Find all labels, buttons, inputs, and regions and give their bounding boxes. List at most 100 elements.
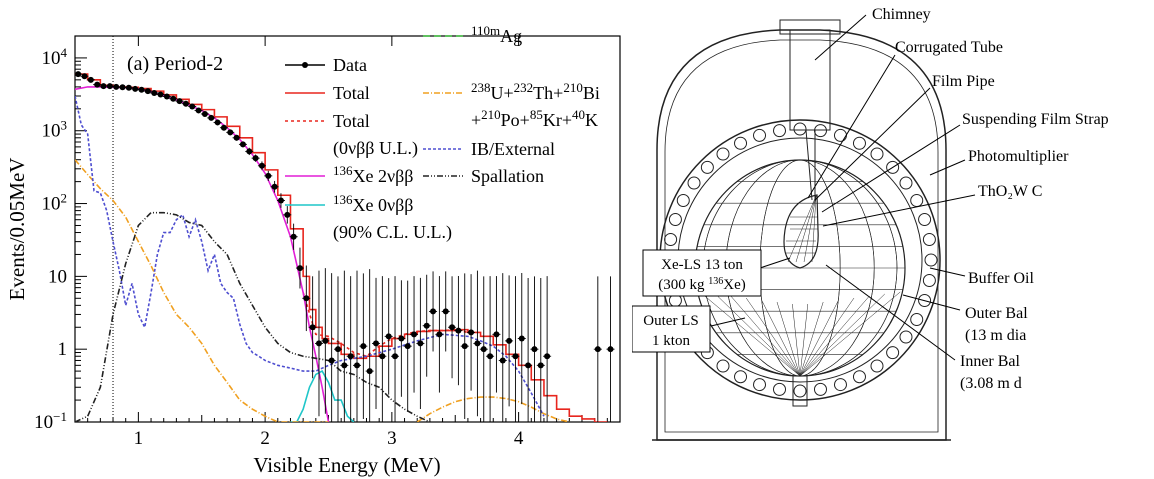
series-xe0v	[290, 370, 355, 422]
data-point	[163, 93, 170, 100]
data-point	[138, 86, 145, 93]
data-point	[157, 91, 164, 98]
data-point	[113, 83, 120, 90]
data-point	[81, 73, 88, 80]
label-tho2w: ThO₂W C	[978, 183, 1042, 200]
pmt	[734, 136, 748, 150]
legend-label-uth: 238U+232Th+210Bi	[471, 80, 600, 104]
leader-innerbal	[825, 264, 956, 361]
series-layer	[75, 36, 615, 422]
data-point	[106, 83, 113, 90]
data-point	[87, 76, 94, 83]
data-point	[430, 308, 437, 315]
legend-label-ag: 110mAg	[471, 23, 522, 47]
series-total_ul	[302, 292, 469, 358]
data-point	[518, 335, 525, 342]
legend-label-spall: Spallation	[471, 166, 544, 186]
pmt	[700, 160, 714, 174]
x-axis-label: Visible Energy (MeV)	[253, 453, 440, 477]
pmt	[753, 378, 767, 392]
pmt	[773, 124, 787, 138]
data-point	[151, 89, 158, 96]
pmt	[922, 273, 936, 287]
data-point	[246, 148, 253, 155]
data-point	[119, 84, 126, 91]
label-corrugated-tube: Corrugated Tube	[895, 39, 1003, 56]
label-suspending-film-strap: Suspending Film Strap	[962, 111, 1109, 128]
label-outer-ls-line2: 1 kton	[652, 333, 690, 349]
bottom-ropes	[799, 301, 824, 377]
data-point	[537, 362, 544, 369]
data-point	[322, 337, 329, 344]
pmt	[899, 176, 913, 190]
y-tick-label: 103	[42, 117, 68, 142]
legend-label-total_ul: Total	[333, 111, 370, 131]
data-point	[315, 340, 322, 347]
leader-strap	[821, 124, 961, 213]
data-point	[354, 362, 361, 369]
leader-outerls	[710, 317, 746, 327]
bottom-ropes	[699, 291, 801, 377]
pmt	[922, 233, 936, 247]
bottom-ropes	[799, 295, 870, 377]
pmt	[793, 384, 807, 398]
data-point	[436, 331, 443, 338]
xe-ls-box	[642, 249, 762, 297]
data-point	[525, 362, 532, 369]
series-xe2v	[75, 86, 330, 422]
data-point	[182, 100, 189, 107]
spectrum-chart: 1 2 3 4 10−1 1 10 102 103 104 Data Total Total (0νββ…	[5, 23, 621, 477]
pmt	[918, 213, 932, 227]
series-spall	[75, 211, 431, 422]
photomultiplier-ring	[662, 122, 938, 398]
data-point	[531, 346, 538, 353]
data-point	[487, 353, 494, 360]
data-point	[252, 155, 259, 162]
bottom-ropes	[730, 295, 801, 377]
y-tick-label: 10−1	[34, 409, 67, 434]
leader-corrugated	[807, 54, 896, 199]
chimney-top	[779, 19, 841, 35]
legend: Data Total Total (0νββ U.L.) 136Xe 2νββ 136Xe…	[285, 23, 600, 243]
legend-label-total: Total	[333, 83, 370, 103]
y-tick-label: 104	[42, 44, 68, 69]
pmt	[833, 378, 847, 392]
series-uth-high	[416, 396, 570, 422]
pmt	[813, 124, 827, 138]
label-xe-ls-line1: Xe-LS 13 ton	[661, 257, 743, 273]
data-point	[227, 129, 234, 136]
pmt	[813, 382, 827, 396]
leader-chimney	[814, 14, 867, 61]
y-axis-label: Events/0.05MeV	[5, 158, 29, 301]
data-point	[100, 83, 107, 90]
data-point	[233, 134, 240, 141]
y-tick-label: 102	[42, 190, 68, 215]
axis-ticks: 1 2 3 4 10−1 1 10 102 103 104	[34, 35, 621, 449]
x-tick-label: 3	[387, 428, 397, 449]
data-point	[189, 103, 196, 110]
inner-balloon	[783, 194, 819, 269]
data-point	[239, 141, 246, 148]
pmt	[793, 122, 807, 136]
leader-pmt	[929, 159, 966, 176]
data-point	[461, 343, 468, 350]
bottom-ropes	[776, 301, 801, 377]
legend-label-data: Data	[333, 55, 367, 75]
data-point	[499, 357, 506, 364]
panel-label: (a) Period-2	[127, 53, 223, 75]
data-point	[341, 362, 348, 369]
label-xe-ls-line2: (300 kg 136Xe)	[658, 276, 746, 294]
pmt	[886, 346, 900, 360]
bottom-ropes	[799, 299, 839, 377]
data-point	[480, 346, 487, 353]
pmt	[852, 370, 866, 384]
y-tick-label: 1	[58, 339, 68, 360]
legend-label-uth-line2: +210Po+85Kr+40K	[471, 107, 598, 131]
data-point	[290, 233, 297, 240]
label-inner-bal-line1: Inner Bal	[960, 353, 1021, 370]
bottom-ropes	[799, 297, 855, 377]
pmt	[773, 382, 787, 396]
pmt	[870, 147, 884, 161]
data-point	[379, 353, 386, 360]
legend-label-xe0v: 136Xe 0νββ	[333, 192, 413, 216]
